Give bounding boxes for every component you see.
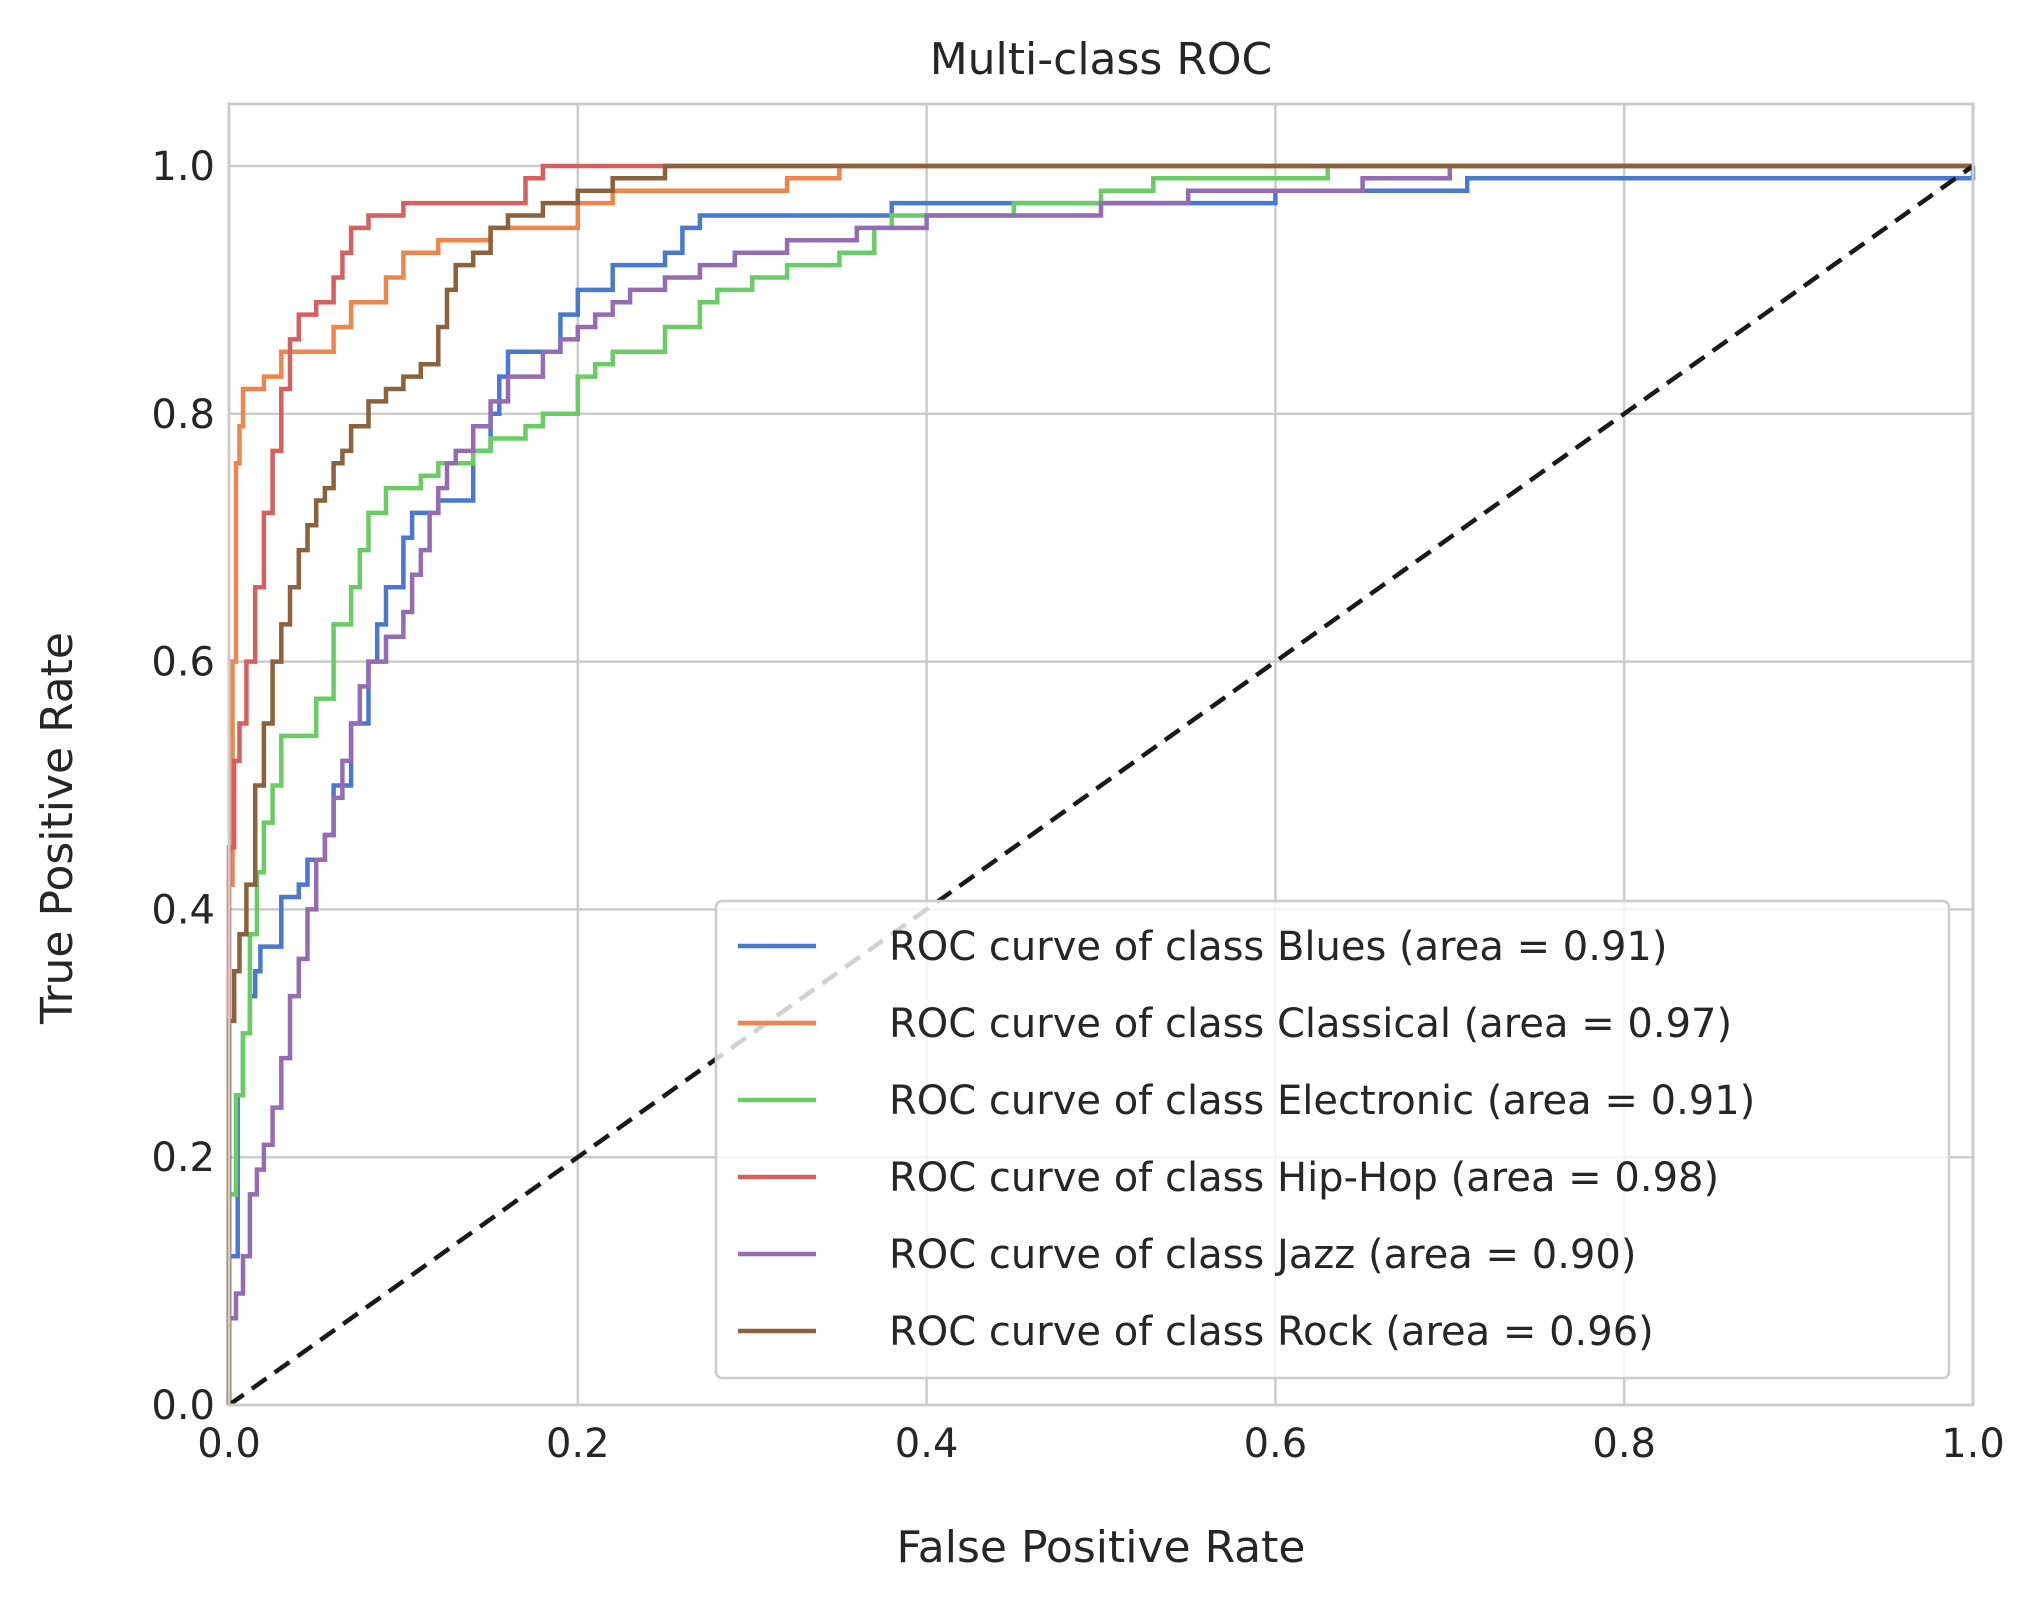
- x-tick-label: 1.0: [1941, 1421, 2005, 1467]
- y-tick-label: 0.0: [151, 1383, 215, 1429]
- x-axis-label: False Positive Rate: [897, 1522, 1306, 1573]
- legend-label: ROC curve of class Jazz (area = 0.90): [889, 1232, 1636, 1278]
- y-tick-label: 0.6: [151, 640, 215, 686]
- roc-curve-0: [226, 166, 1976, 1405]
- legend-item: ROC curve of class Jazz (area = 0.90): [738, 1232, 1636, 1278]
- chance-diagonal-line: [227, 164, 1975, 1407]
- legend-label: ROC curve of class Classical (area = 0.9…: [889, 1001, 1732, 1047]
- legend: ROC curve of class Blues (area = 0.91) RO…: [714, 899, 1951, 1380]
- roc-curves: [226, 163, 1976, 1407]
- legend-label: ROC curve of class Blues (area = 0.91): [889, 924, 1667, 970]
- legend-item: ROC curve of class Hip-Hop (area = 0.98): [738, 1155, 1719, 1201]
- chart-title: Multi-class ROC: [930, 34, 1273, 85]
- roc-curve-5: [226, 163, 1973, 1405]
- y-tick-label: 0.4: [151, 887, 215, 933]
- roc-curve-3: [226, 163, 1973, 1405]
- x-tick-label: 0.8: [1592, 1421, 1656, 1467]
- x-tick-label: 0.6: [1244, 1421, 1308, 1467]
- legend-box: [714, 899, 1951, 1380]
- legend-label: ROC curve of class Rock (area = 0.96): [889, 1309, 1654, 1355]
- axes-frame: [227, 102, 1975, 1407]
- legend-label: ROC curve of class Hip-Hop (area = 0.98): [889, 1155, 1719, 1201]
- roc-curve-1: [226, 163, 1973, 1405]
- roc-curve-2: [226, 163, 1973, 1405]
- legend-item: ROC curve of class Electronic (area = 0.…: [738, 1078, 1755, 1124]
- y-axis-label: True Positive Rate: [32, 632, 83, 1025]
- legend-item: ROC curve of class Rock (area = 0.96): [738, 1309, 1654, 1355]
- roc-curve-4: [226, 163, 1973, 1405]
- legend-label: ROC curve of class Electronic (area = 0.…: [889, 1078, 1755, 1124]
- x-tick-label: 0.0: [197, 1421, 261, 1467]
- x-tick-labels: 0.0 0.2 0.4 0.6 0.8 1.0: [197, 1421, 2005, 1467]
- x-tick-label: 0.2: [546, 1421, 610, 1467]
- y-tick-label: 0.2: [151, 1135, 215, 1181]
- legend-item: ROC curve of class Classical (area = 0.9…: [738, 1001, 1732, 1047]
- legend-item: ROC curve of class Blues (area = 0.91): [738, 924, 1667, 970]
- y-tick-labels: 0.0 0.2 0.4 0.6 0.8 1.0: [151, 144, 215, 1429]
- y-tick-label: 0.8: [151, 392, 215, 438]
- y-tick-label: 1.0: [151, 144, 215, 190]
- x-tick-label: 0.4: [895, 1421, 959, 1467]
